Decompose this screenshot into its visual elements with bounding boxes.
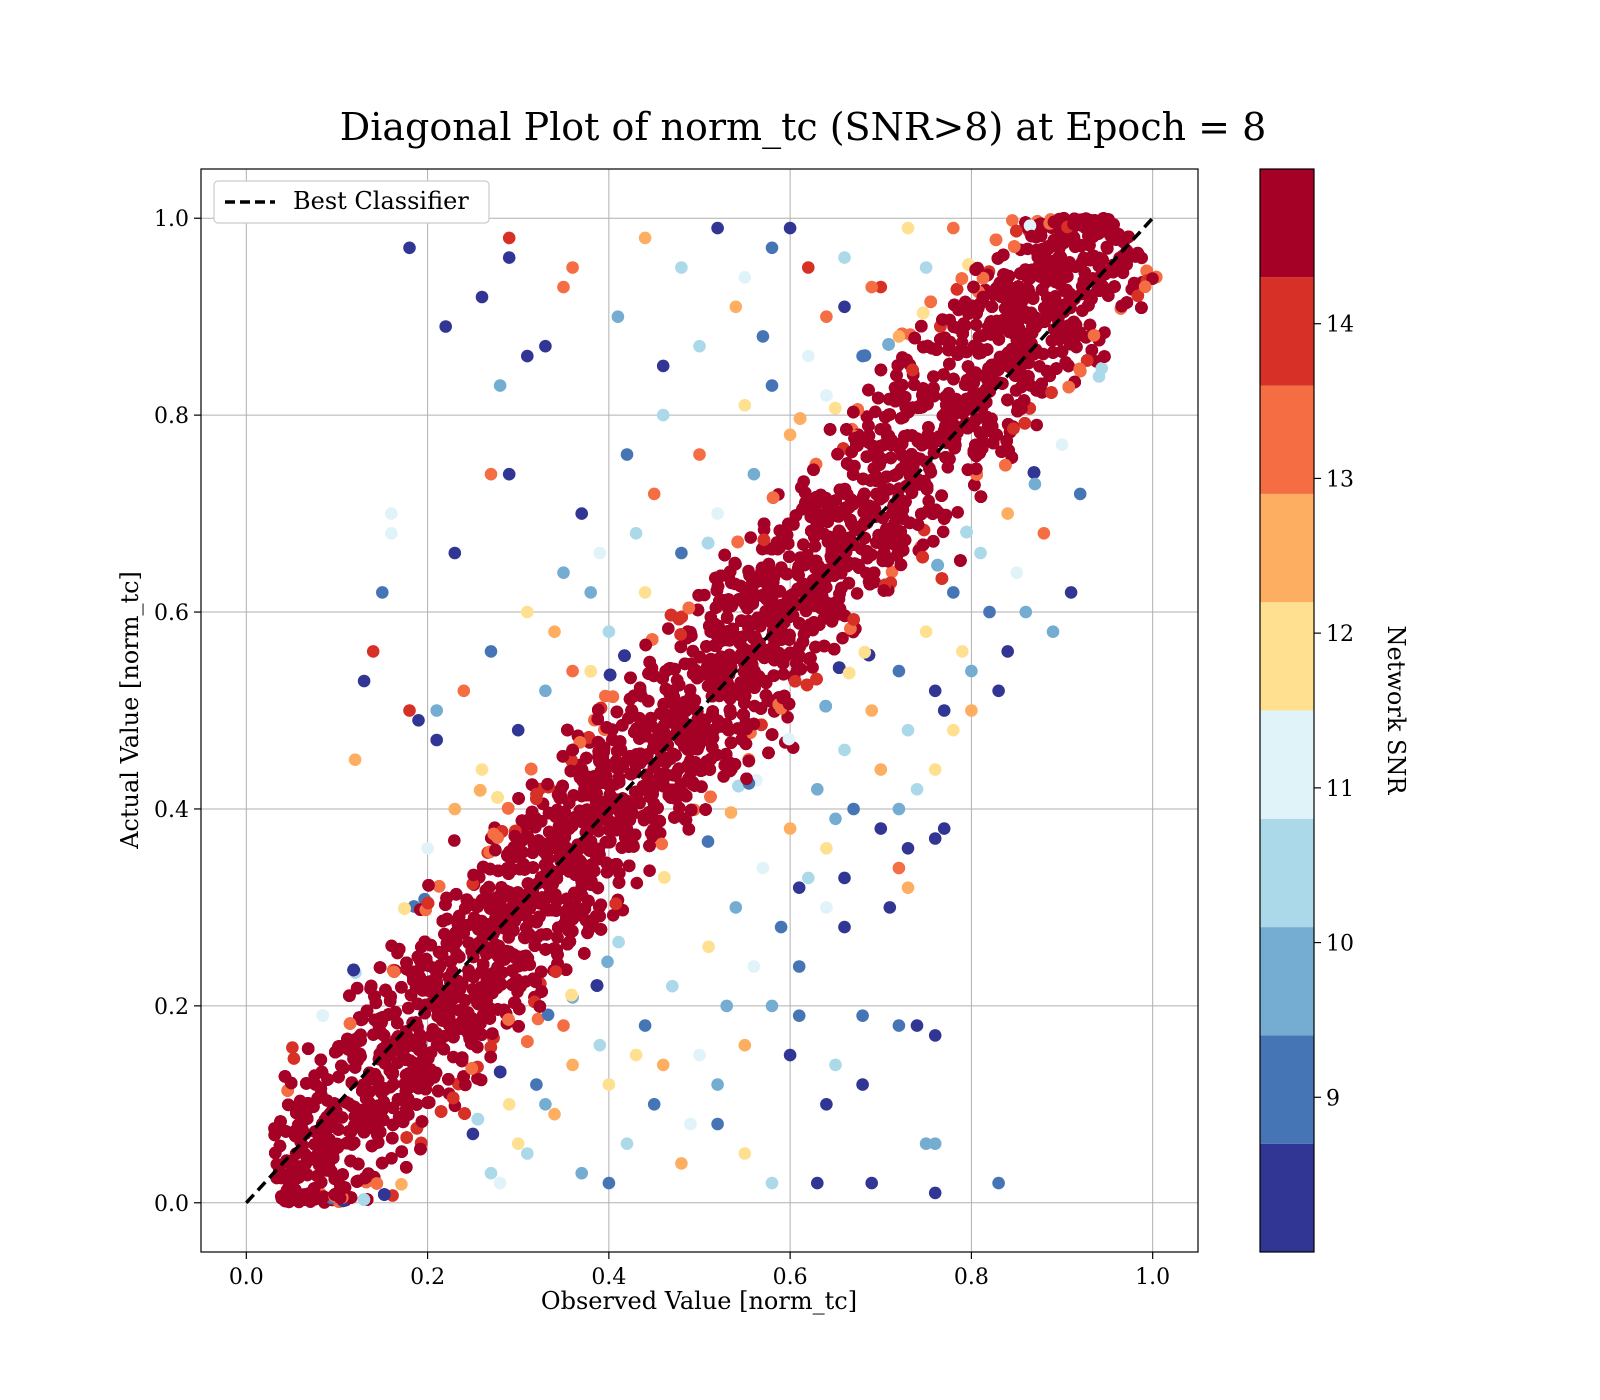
scatter-point — [541, 1008, 555, 1022]
scatter-point — [951, 506, 964, 519]
scatter-point — [662, 622, 675, 635]
scatter-point — [937, 368, 950, 381]
scatter-point — [777, 668, 790, 681]
scatter-point — [850, 587, 864, 600]
scatter-point — [1021, 242, 1034, 256]
scatter-point — [286, 1041, 299, 1054]
scatter-point — [467, 868, 480, 882]
scatter-point — [395, 1178, 408, 1191]
scatter-point — [744, 531, 757, 544]
scatter-point — [724, 806, 738, 819]
scatter-point — [797, 538, 810, 551]
scatter-point — [1030, 418, 1043, 432]
scatter-point — [936, 525, 950, 539]
scatter-point — [643, 864, 656, 877]
scatter-point — [655, 837, 669, 851]
scatter-point — [630, 876, 644, 890]
scatter-point — [474, 1073, 488, 1087]
scatter-point — [601, 955, 614, 969]
scatter-point — [836, 631, 849, 645]
scatter-point — [922, 494, 935, 508]
scatter-point — [1095, 362, 1109, 375]
scatter-point — [782, 732, 796, 746]
scatter-point — [612, 935, 625, 949]
scatter-point — [531, 1012, 545, 1026]
scatter-point — [701, 679, 715, 693]
scatter-point — [1006, 214, 1019, 227]
chart-title: Diagonal Plot of norm_tc (SNR>8) at Epoc… — [340, 105, 1267, 150]
scatter-point — [781, 711, 794, 724]
scatter-points — [268, 212, 1163, 1209]
scatter-point — [885, 565, 899, 579]
scatter-point — [701, 835, 715, 848]
scatter-point — [683, 683, 697, 697]
scatter-point — [287, 1052, 301, 1065]
scatter-point — [606, 909, 620, 922]
scatter-point — [969, 318, 983, 332]
scatter-point — [448, 834, 461, 847]
scatter-point — [385, 1152, 398, 1165]
